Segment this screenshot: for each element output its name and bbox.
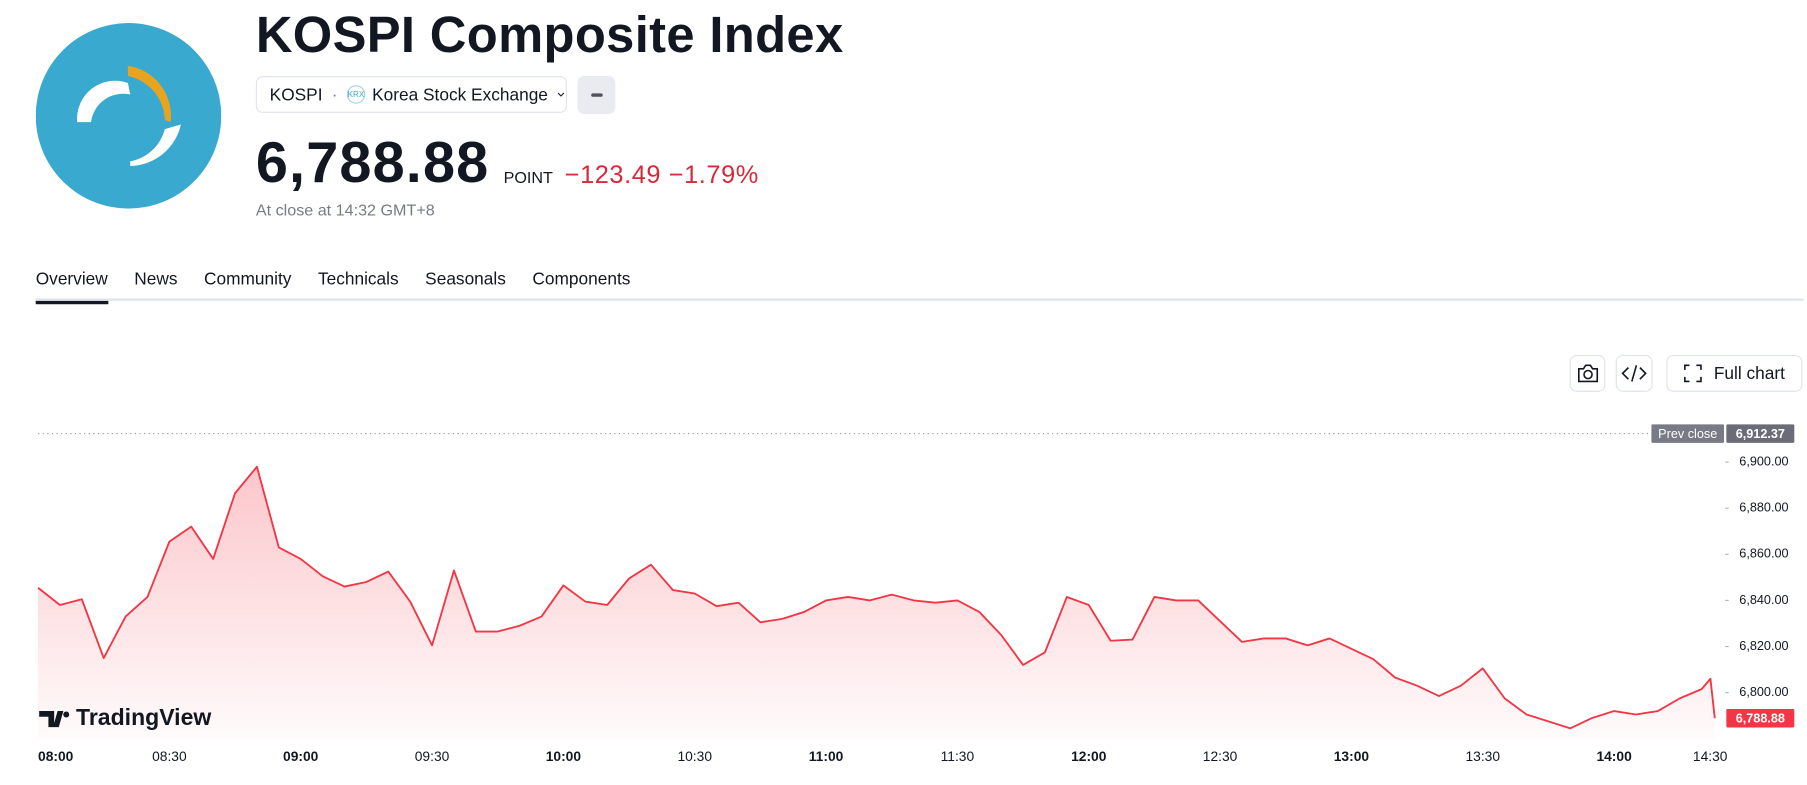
expand-icon bbox=[1684, 364, 1702, 383]
camera-icon bbox=[1577, 364, 1598, 383]
x-tick-label: 11:30 bbox=[941, 748, 975, 764]
full-chart-label: Full chart bbox=[1713, 363, 1785, 384]
separator: · bbox=[331, 84, 338, 105]
tab[interactable]: Overview bbox=[35, 270, 108, 305]
tab[interactable]: News bbox=[134, 269, 178, 290]
full-chart-button[interactable]: Full chart bbox=[1666, 354, 1803, 392]
tab-bar: Overview News Community Technicals Seasonals… bbox=[35, 269, 657, 305]
reference-label: Prev close bbox=[1658, 427, 1717, 441]
x-tick-label: 08:30 bbox=[152, 748, 187, 764]
symbol: KOSPI bbox=[269, 84, 323, 105]
unit: POINT bbox=[503, 168, 553, 187]
price: 6,788.88 bbox=[255, 130, 490, 195]
code-icon bbox=[1621, 365, 1647, 382]
reference-value: 6,912.37 bbox=[1736, 427, 1785, 441]
embed-button[interactable] bbox=[1615, 354, 1653, 392]
x-tick-label: 11:00 bbox=[809, 748, 844, 764]
last-price-box bbox=[1726, 709, 1795, 728]
y-tick-label: 6,860.00 bbox=[1739, 547, 1788, 561]
price-line bbox=[37, 465, 1716, 730]
x-tick-label: 10:00 bbox=[546, 748, 582, 764]
x-tick-label: 14:00 bbox=[1596, 748, 1632, 764]
market-status: At close at 14:32 GMT+8 bbox=[255, 200, 435, 219]
y-tick-label: 6,900.00 bbox=[1739, 454, 1788, 468]
tab[interactable]: Community bbox=[204, 269, 292, 290]
chevron bbox=[558, 92, 565, 97]
tab[interactable]: Technicals bbox=[317, 269, 399, 290]
snapshot-button[interactable] bbox=[1569, 354, 1606, 392]
x-tick-label: 10:30 bbox=[677, 748, 712, 764]
index-logo bbox=[35, 23, 222, 209]
symbol-selector[interactable]: KOSPI · KRX Korea Stock Exchange bbox=[255, 76, 567, 113]
x-tick-label: 14:30 bbox=[1693, 748, 1728, 764]
reference-value-box bbox=[1726, 424, 1795, 443]
tab[interactable]: Seasonals bbox=[425, 269, 506, 290]
x-tick-label: 08:00 bbox=[38, 748, 74, 764]
exchange-badge: KRX bbox=[346, 85, 366, 104]
reference-label-box bbox=[1651, 424, 1725, 443]
watermark-text: TradingView bbox=[76, 704, 211, 730]
y-tick-label: 6,880.00 bbox=[1739, 501, 1788, 515]
price-change: −123.49 −1.79% bbox=[565, 160, 759, 190]
collapse-button[interactable] bbox=[577, 76, 616, 115]
x-tick-label: 13:30 bbox=[1465, 748, 1500, 764]
change: −123.49 bbox=[564, 160, 662, 189]
tab[interactable]: Components bbox=[532, 269, 631, 290]
x-tick-label: 12:00 bbox=[1071, 748, 1107, 764]
x-tick-label: 09:30 bbox=[415, 748, 450, 764]
x-tick-label: 12:30 bbox=[1203, 748, 1238, 764]
area-fill bbox=[38, 466, 1715, 739]
exchange: Korea Stock Exchange bbox=[372, 84, 548, 105]
title: KOSPI Composite Index bbox=[255, 6, 844, 64]
y-tick-label: 6,800.00 bbox=[1739, 685, 1788, 699]
y-tick-label: 6,840.00 bbox=[1739, 593, 1788, 607]
x-tick-label: 09:00 bbox=[283, 748, 319, 764]
last-price-label: 6,788.88 bbox=[1736, 712, 1785, 726]
tab-divider bbox=[35, 298, 1804, 301]
y-tick-label: 6,820.00 bbox=[1739, 639, 1788, 653]
watermark: TradingView bbox=[39, 704, 211, 730]
x-tick-label: 13:00 bbox=[1334, 748, 1370, 764]
change-percent: −1.79% bbox=[668, 160, 759, 189]
